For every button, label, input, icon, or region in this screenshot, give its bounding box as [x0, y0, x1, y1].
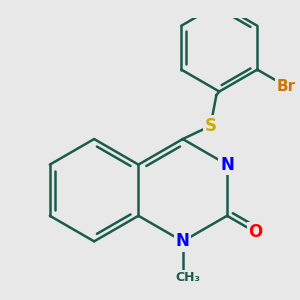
Text: N: N: [176, 232, 190, 250]
Text: CH₃: CH₃: [176, 272, 200, 284]
Text: N: N: [220, 156, 234, 174]
Text: S: S: [205, 117, 217, 135]
Text: O: O: [248, 223, 263, 241]
Text: Br: Br: [276, 79, 295, 94]
